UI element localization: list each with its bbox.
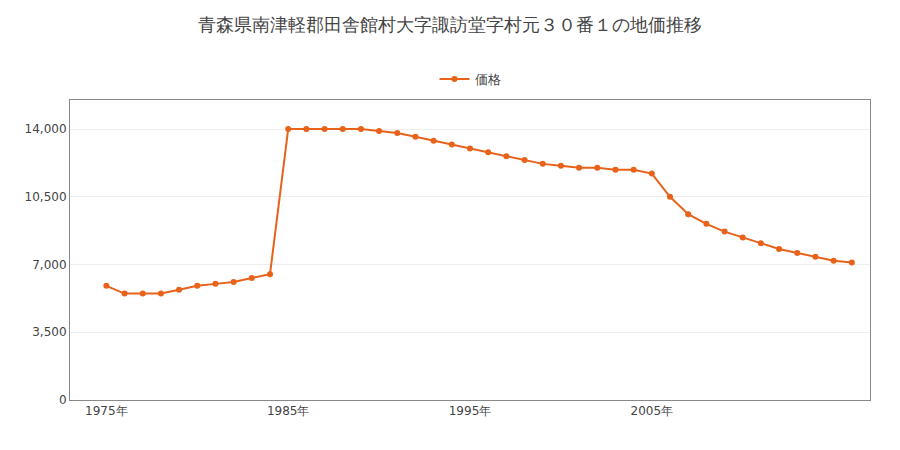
- svg-text:青森県南津軽郡田舎館村大字諏訪堂字村元３０番１の地価推移: 青森県南津軽郡田舎館村大字諏訪堂字村元３０番１の地価推移: [198, 14, 702, 35]
- svg-text:1975年: 1975年: [85, 404, 128, 418]
- svg-text:10,500: 10,500: [25, 190, 67, 204]
- svg-text:2005年: 2005年: [631, 404, 674, 418]
- svg-text:1985年: 1985年: [267, 404, 310, 418]
- svg-text:14,000: 14,000: [25, 122, 67, 136]
- svg-text:7,000: 7,000: [32, 258, 66, 272]
- svg-text:1995年: 1995年: [449, 404, 492, 418]
- svg-text:0: 0: [59, 393, 67, 407]
- svg-text:3,500: 3,500: [32, 325, 66, 339]
- svg-text:価格: 価格: [475, 72, 501, 87]
